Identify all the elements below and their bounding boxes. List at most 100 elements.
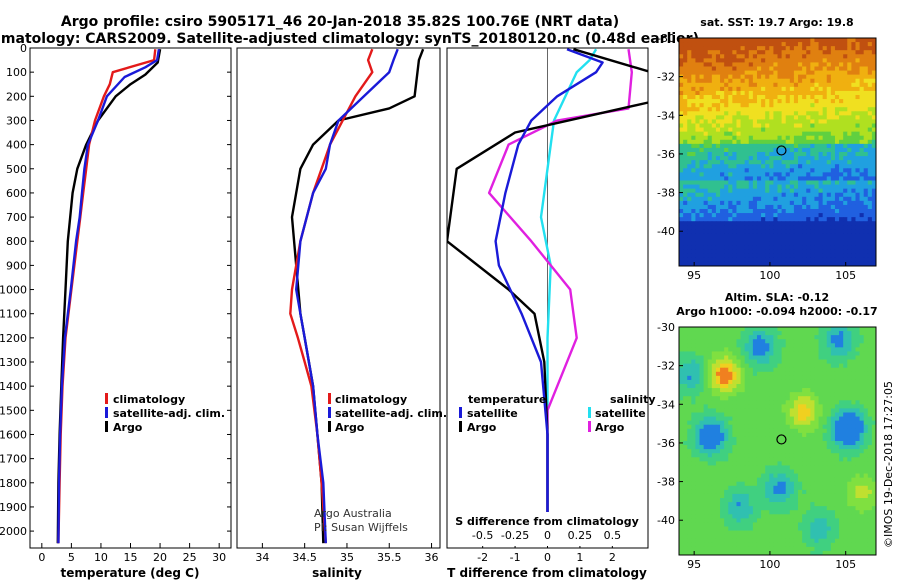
heatmap-cell xyxy=(773,461,778,466)
heatmap-cell xyxy=(871,477,877,483)
heatmap-cell xyxy=(806,237,811,242)
heatmap-cell xyxy=(843,473,848,479)
heatmap-cell xyxy=(761,424,766,430)
heatmap-cell xyxy=(761,363,766,369)
heatmap-cell xyxy=(798,233,803,238)
heatmap-cell xyxy=(818,355,824,360)
heatmap-cell xyxy=(773,196,778,202)
heatmap-cell xyxy=(826,241,832,247)
heatmap-cell xyxy=(855,379,860,385)
heatmap-cell xyxy=(867,168,873,173)
heatmap-cell xyxy=(814,172,819,177)
heatmap-cell xyxy=(871,449,877,454)
heatmap-cell xyxy=(781,477,787,483)
heatmap-cell xyxy=(724,111,729,116)
heatmap-cell xyxy=(802,217,807,222)
heatmap-cell xyxy=(691,46,696,51)
heatmap-cell xyxy=(711,152,717,157)
heatmap-cell xyxy=(691,42,696,47)
heatmap-cell xyxy=(863,261,869,267)
heatmap-cell xyxy=(761,229,766,234)
heatmap-cell xyxy=(806,261,811,267)
heatmap-cell xyxy=(855,95,860,100)
heatmap-cell xyxy=(724,42,729,47)
heatmap-cell xyxy=(798,131,803,137)
heatmap-cell xyxy=(822,408,828,413)
heatmap-cell xyxy=(679,99,684,104)
map-y-tick-label: -40 xyxy=(657,225,675,238)
heatmap-cell xyxy=(765,343,770,348)
heatmap-cell xyxy=(847,481,852,487)
heatmap-cell xyxy=(847,168,852,173)
heatmap-cell xyxy=(859,428,865,434)
heatmap-cell xyxy=(740,420,746,426)
heatmap-cell xyxy=(732,131,737,137)
heatmap-cell xyxy=(867,127,873,133)
heatmap-cell xyxy=(834,107,840,112)
heatmap-cell xyxy=(683,111,688,116)
heatmap-cell xyxy=(756,436,762,442)
heatmap-cell xyxy=(802,449,807,454)
heatmap-cell xyxy=(818,38,824,43)
heatmap-cell xyxy=(777,379,782,385)
heatmap-cell xyxy=(769,408,774,413)
heatmap-cell xyxy=(834,436,840,442)
heatmap-cell xyxy=(695,204,700,210)
heatmap-cell xyxy=(843,436,848,442)
heatmap-cell xyxy=(798,375,803,381)
heatmap-cell xyxy=(765,465,770,470)
heatmap-cell xyxy=(711,436,717,442)
heatmap-cell xyxy=(748,388,754,393)
heatmap-cell xyxy=(839,168,844,173)
heatmap-cell xyxy=(748,66,754,71)
heatmap-cell xyxy=(769,453,774,458)
heatmap-cell xyxy=(822,473,828,479)
heatmap-cell xyxy=(724,400,729,405)
heatmap-cell xyxy=(843,70,848,76)
heatmap-cell xyxy=(855,449,860,454)
heatmap-cell xyxy=(728,351,733,356)
heatmap-cell xyxy=(859,473,865,479)
heatmap-cell xyxy=(781,363,787,369)
heatmap-cell xyxy=(736,473,741,479)
heatmap-cell xyxy=(711,99,717,104)
heatmap-cell xyxy=(802,327,807,332)
heatmap-cell xyxy=(814,42,819,47)
heatmap-cell xyxy=(683,213,688,218)
heatmap-cell xyxy=(740,481,746,487)
heatmap-cell xyxy=(683,168,688,173)
heatmap-cell xyxy=(785,453,791,458)
heatmap-cell xyxy=(752,375,758,381)
heatmap-cell xyxy=(834,233,840,238)
heatmap-cell xyxy=(744,200,750,206)
heatmap-cell xyxy=(744,107,750,112)
heatmap-cell xyxy=(724,46,729,51)
heatmap-cell xyxy=(679,143,684,149)
heatmap-cell xyxy=(793,172,799,177)
heatmap-cell xyxy=(761,86,766,92)
heatmap-cell xyxy=(839,392,844,397)
heatmap-cell xyxy=(715,209,721,214)
heatmap-cell xyxy=(793,473,799,479)
heatmap-cell xyxy=(679,412,684,417)
heatmap-cell xyxy=(691,147,696,153)
heatmap-cell xyxy=(785,481,791,487)
heatmap-cell xyxy=(871,50,877,55)
heatmap-cell xyxy=(871,131,877,137)
depth-tick-label: 1100 xyxy=(0,308,27,321)
heatmap-cell xyxy=(699,119,705,124)
heatmap-cell xyxy=(728,257,733,263)
heatmap-cell xyxy=(695,245,700,251)
heatmap-cell xyxy=(822,221,828,226)
heatmap-cell xyxy=(789,371,795,377)
heatmap-cell xyxy=(802,261,807,267)
map-x-tick-label: 105 xyxy=(835,269,856,282)
heatmap-cell xyxy=(728,58,733,63)
heatmap-cell xyxy=(798,379,803,385)
heatmap-cell xyxy=(814,147,819,153)
heatmap-cell xyxy=(826,327,832,332)
heatmap-cell xyxy=(744,233,750,238)
heatmap-cell xyxy=(826,196,832,202)
heatmap-cell xyxy=(814,396,819,401)
heatmap-cell xyxy=(707,375,713,381)
